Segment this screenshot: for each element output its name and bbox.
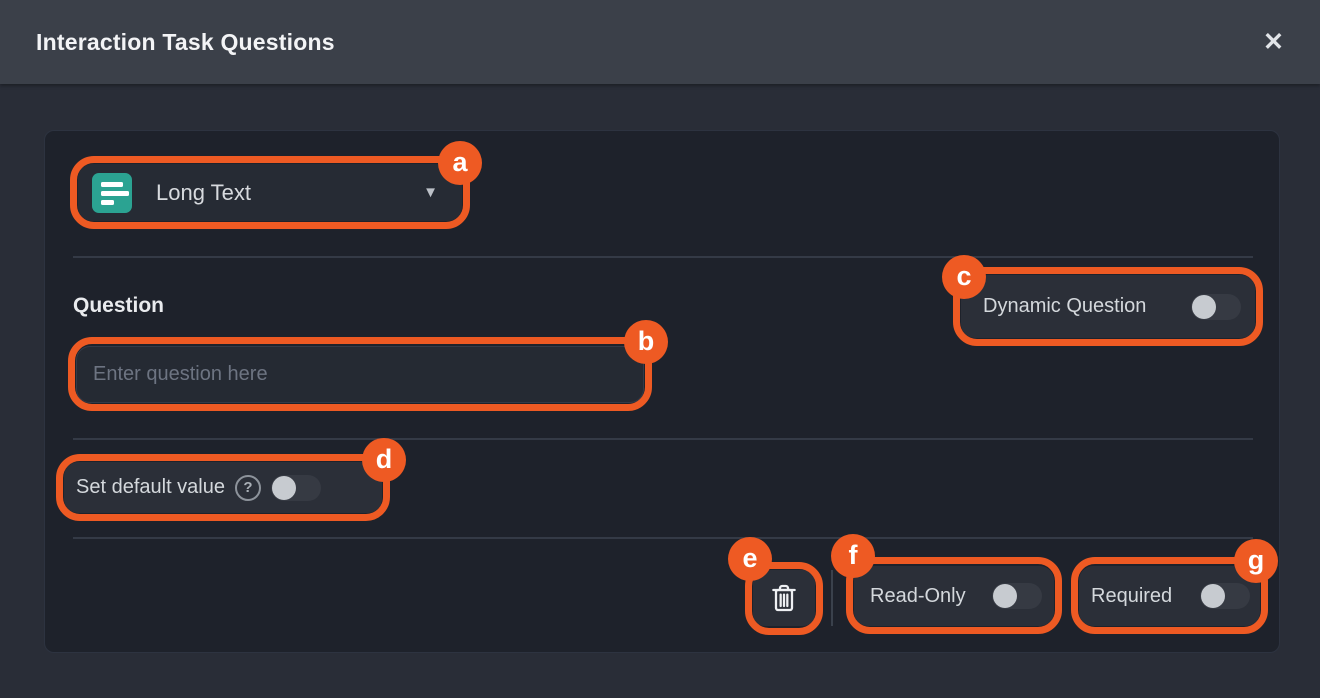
annotation-ring-g xyxy=(1071,557,1268,634)
modal-header: Interaction Task Questions ✕ xyxy=(0,0,1320,84)
toggle-knob xyxy=(272,475,296,500)
read-only-label: Read-Only xyxy=(870,584,966,607)
annotation-badge-d: d xyxy=(362,438,406,482)
divider xyxy=(73,256,1253,258)
annotation-badge-c: c xyxy=(942,255,986,299)
required-label: Required xyxy=(1091,584,1173,607)
toggle-knob xyxy=(1201,584,1225,608)
set-default-label: Set default value xyxy=(76,476,225,498)
annotation-ring-f xyxy=(846,557,1062,634)
annotation-ring-d xyxy=(56,454,390,521)
toggle-knob xyxy=(1192,294,1216,319)
annotation-badge-b: b xyxy=(624,320,668,364)
read-only-toggle[interactable] xyxy=(992,583,1042,609)
annotation-badge-f: f xyxy=(831,534,875,578)
question-type-value: Long Text xyxy=(156,179,252,205)
annotation-ring-c xyxy=(953,267,1263,346)
long-text-icon xyxy=(92,172,132,213)
annotation-badge-e: e xyxy=(728,537,772,581)
help-icon[interactable]: ? xyxy=(235,474,261,501)
annotation-ring-a xyxy=(70,156,470,229)
annotation-ring-b xyxy=(68,337,652,411)
set-default-toggle[interactable] xyxy=(271,474,321,501)
page-title: Interaction Task Questions xyxy=(36,28,335,55)
required-toggle[interactable] xyxy=(1200,583,1250,609)
divider xyxy=(73,537,1253,539)
question-type-select[interactable]: Long Text ▼ xyxy=(78,164,462,221)
trash-icon xyxy=(772,584,796,612)
required-group: Required xyxy=(1079,566,1260,626)
dynamic-question-toggle[interactable] xyxy=(1191,293,1241,320)
annotation-badge-a: a xyxy=(438,141,482,185)
divider xyxy=(73,438,1253,440)
close-icon[interactable]: ✕ xyxy=(1263,27,1284,56)
question-input[interactable] xyxy=(76,346,644,403)
footer-divider xyxy=(831,570,833,626)
annotation-badge-g: g xyxy=(1234,539,1278,583)
annotation-ring-e xyxy=(745,562,823,635)
question-label: Question xyxy=(73,294,165,317)
dynamic-question-group: Dynamic Question xyxy=(961,275,1255,338)
set-default-group: Set default value ? xyxy=(64,462,382,513)
toggle-knob xyxy=(993,584,1017,608)
dynamic-question-label: Dynamic Question xyxy=(983,295,1147,317)
read-only-group: Read-Only xyxy=(854,566,1054,626)
chevron-down-icon: ▼ xyxy=(423,184,438,201)
